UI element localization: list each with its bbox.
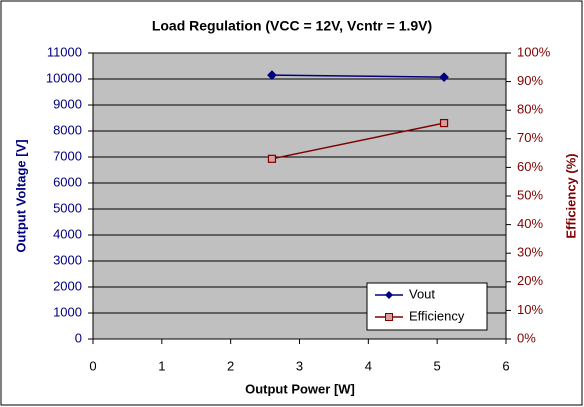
y2-tick-label: 20% bbox=[517, 273, 543, 288]
marker bbox=[439, 118, 449, 128]
y-tick-label: 1000 bbox=[53, 304, 82, 319]
x-axis-label: Output Power [W] bbox=[245, 381, 355, 396]
y2-tick-label: 30% bbox=[517, 245, 543, 260]
y2-tick-label: 10% bbox=[517, 302, 543, 317]
y-tick-label: 11000 bbox=[47, 44, 82, 59]
y-tick-label: 2000 bbox=[53, 278, 82, 293]
y-tick-label: 7000 bbox=[53, 148, 82, 163]
marker bbox=[439, 72, 449, 83]
y-tick-label: 6000 bbox=[53, 174, 82, 189]
x-tick-label: 4 bbox=[365, 358, 372, 373]
x-tick-label: 3 bbox=[296, 358, 303, 373]
legend-marker bbox=[385, 313, 393, 321]
y-tick-label: 5000 bbox=[53, 200, 82, 215]
marker bbox=[267, 70, 277, 80]
y2-tick-label: 50% bbox=[517, 187, 543, 202]
legend-label: Vout bbox=[409, 286, 435, 301]
y2-tick-label: 40% bbox=[517, 216, 543, 231]
y2-axis-label: Efficiency (%) bbox=[563, 153, 578, 238]
x-tick-label: 6 bbox=[502, 358, 509, 373]
y-tick-label: 3000 bbox=[53, 252, 82, 267]
y-axis-label: Output Voltage [V] bbox=[13, 139, 28, 252]
series-line bbox=[271, 122, 445, 160]
y2-tick-label: 80% bbox=[517, 102, 543, 117]
y-tick-label: 10000 bbox=[46, 70, 82, 85]
y2-tick-label: 70% bbox=[517, 130, 543, 145]
legend-label: Efficiency bbox=[409, 308, 465, 323]
chart-title: Load Regulation (VCC = 12V, Vcntr = 1.9V… bbox=[152, 18, 432, 34]
x-tick-label: 1 bbox=[158, 358, 165, 373]
x-tick-label: 5 bbox=[434, 358, 441, 373]
legend-marker bbox=[385, 291, 393, 299]
y2-tick-label: 0% bbox=[517, 330, 536, 345]
y-tick-label: 4000 bbox=[53, 226, 82, 241]
legend-box bbox=[366, 282, 488, 331]
series-line bbox=[271, 74, 445, 78]
y-tick-label: 8000 bbox=[53, 122, 82, 137]
x-tick-label: 2 bbox=[227, 358, 234, 373]
y-tick-label: 9000 bbox=[53, 96, 82, 111]
y-tick-label: 0 bbox=[75, 330, 82, 345]
y2-tick-label: 100% bbox=[517, 44, 551, 59]
y2-tick-label: 90% bbox=[517, 73, 543, 88]
x-tick-label: 0 bbox=[89, 358, 96, 373]
marker bbox=[267, 154, 277, 163]
y2-tick-label: 60% bbox=[517, 159, 543, 174]
